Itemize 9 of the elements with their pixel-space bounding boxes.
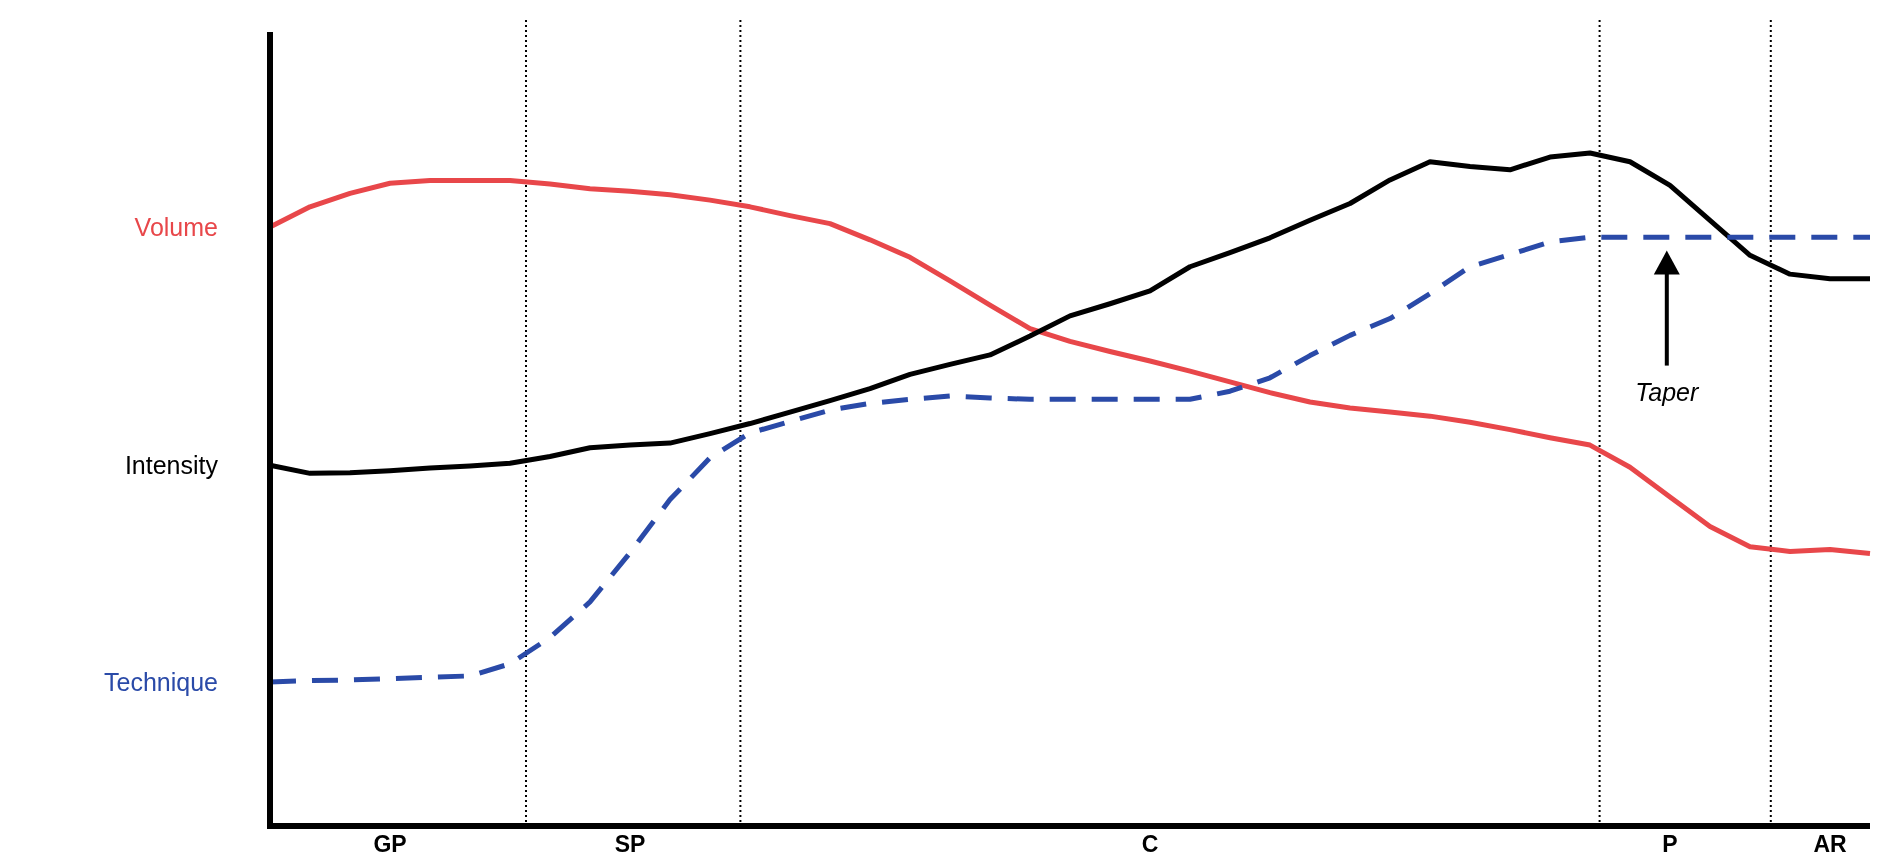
x-tick-label: C bbox=[1141, 831, 1159, 857]
x-tick-label: GP bbox=[373, 831, 407, 857]
text: Technique bbox=[104, 667, 218, 696]
x-tick-label: AR bbox=[1813, 831, 1847, 857]
x-tick-label: P bbox=[1662, 831, 1678, 857]
annotation: Taper bbox=[1635, 377, 1700, 406]
x-tick-label: SP bbox=[614, 831, 646, 857]
text: Intensity bbox=[124, 451, 219, 480]
text: Volume bbox=[134, 213, 218, 242]
